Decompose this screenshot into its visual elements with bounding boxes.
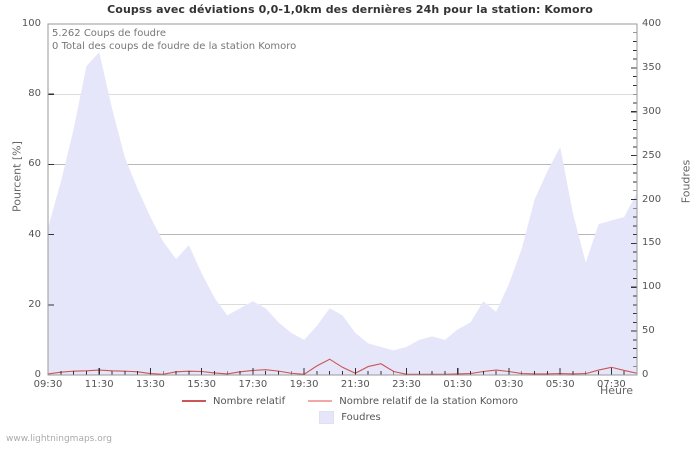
y-axis-right-tick: 200 — [642, 193, 662, 205]
annotation-station-strokes-label: Total des coups de foudre de la station … — [61, 41, 297, 52]
y-axis-right-tick: 350 — [642, 61, 662, 73]
plot-annotations: 5.262 Coups de foudre 0 Total des coups … — [52, 27, 612, 53]
legend-item-nombre-relatif[interactable]: Nombre relatif — [182, 394, 285, 410]
x-axis-tick: 09:30 — [33, 379, 63, 390]
plot-frame — [47, 23, 638, 376]
legend-item-foudres[interactable]: Foudres — [319, 410, 381, 426]
legend-swatch-area-icon — [319, 410, 335, 424]
x-axis-tick: 03:30 — [494, 379, 524, 390]
chart-legend: Nombre relatif Nombre relatif de la stat… — [0, 394, 700, 426]
chart-title: Coupss avec déviations 0,0-1,0km des der… — [107, 3, 593, 16]
x-axis-tick: 11:30 — [84, 379, 114, 390]
y-axis-right-tick: 50 — [642, 325, 655, 337]
foudres-area-series — [48, 52, 637, 375]
x-axis-tick: 13:30 — [136, 379, 165, 390]
x-axis-tick: 07:30 — [596, 379, 626, 390]
legend-item-nombre-relatif-station[interactable]: Nombre relatif de la station Komoro — [308, 394, 518, 410]
y-axis-left-title: Pourcent [%] — [10, 141, 24, 212]
y-axis-left-tick: 80 — [28, 88, 41, 100]
y-axis-right-tick: 250 — [642, 149, 662, 161]
x-axis-tick: 05:30 — [545, 379, 575, 390]
legend-label-nombre-relatif-station: Nombre relatif de la station Komoro — [339, 396, 518, 407]
x-axis-tick: 21:30 — [340, 379, 370, 390]
annotation-station-strokes-value: 0 — [52, 41, 59, 52]
y-axis-right-tick: 300 — [642, 105, 662, 117]
y-axis-right-tick: 100 — [642, 281, 662, 293]
legend-row-1: Nombre relatif Nombre relatif de la stat… — [0, 394, 700, 410]
legend-swatch-line-icon — [182, 399, 207, 402]
y-axis-left-tick: 100 — [21, 18, 41, 29]
x-axis-tick: 17:30 — [238, 379, 268, 390]
annotation-total-strokes-value: 5.262 — [52, 28, 81, 39]
y-axis-left-tick: 40 — [28, 228, 41, 240]
x-axis-title: Heure — [600, 384, 634, 397]
x-axis-tick: 23:30 — [392, 379, 421, 390]
y-axis-left-tick: 60 — [28, 158, 41, 170]
y-axis-left-tick: 0 — [34, 369, 41, 380]
y-axis-right-tick: 400 — [642, 18, 662, 29]
legend-label-nombre-relatif: Nombre relatif — [213, 396, 286, 407]
legend-row-2: Foudres — [0, 410, 700, 426]
legend-label-foudres: Foudres — [341, 411, 381, 423]
y-axis-right-tick: 0 — [642, 369, 649, 380]
watermark-url: www.lightningmaps.org — [6, 434, 112, 444]
annotation-total-strokes: 5.262 Coups de foudre — [52, 27, 612, 40]
annotation-total-strokes-label: Coups de foudre — [83, 28, 167, 39]
y-axis-left-tick: 20 — [28, 298, 41, 310]
x-axis-tick: 15:30 — [187, 379, 217, 390]
annotation-station-strokes: 0 Total des coups de foudre de la statio… — [52, 40, 612, 53]
x-axis-tick: 19:30 — [289, 379, 319, 390]
y-axis-right-title: Foudres — [679, 159, 693, 204]
legend-swatch-line-light-icon — [308, 399, 333, 402]
y-axis-right-tick: 150 — [642, 237, 662, 249]
x-axis-tick: 01:30 — [443, 379, 473, 390]
